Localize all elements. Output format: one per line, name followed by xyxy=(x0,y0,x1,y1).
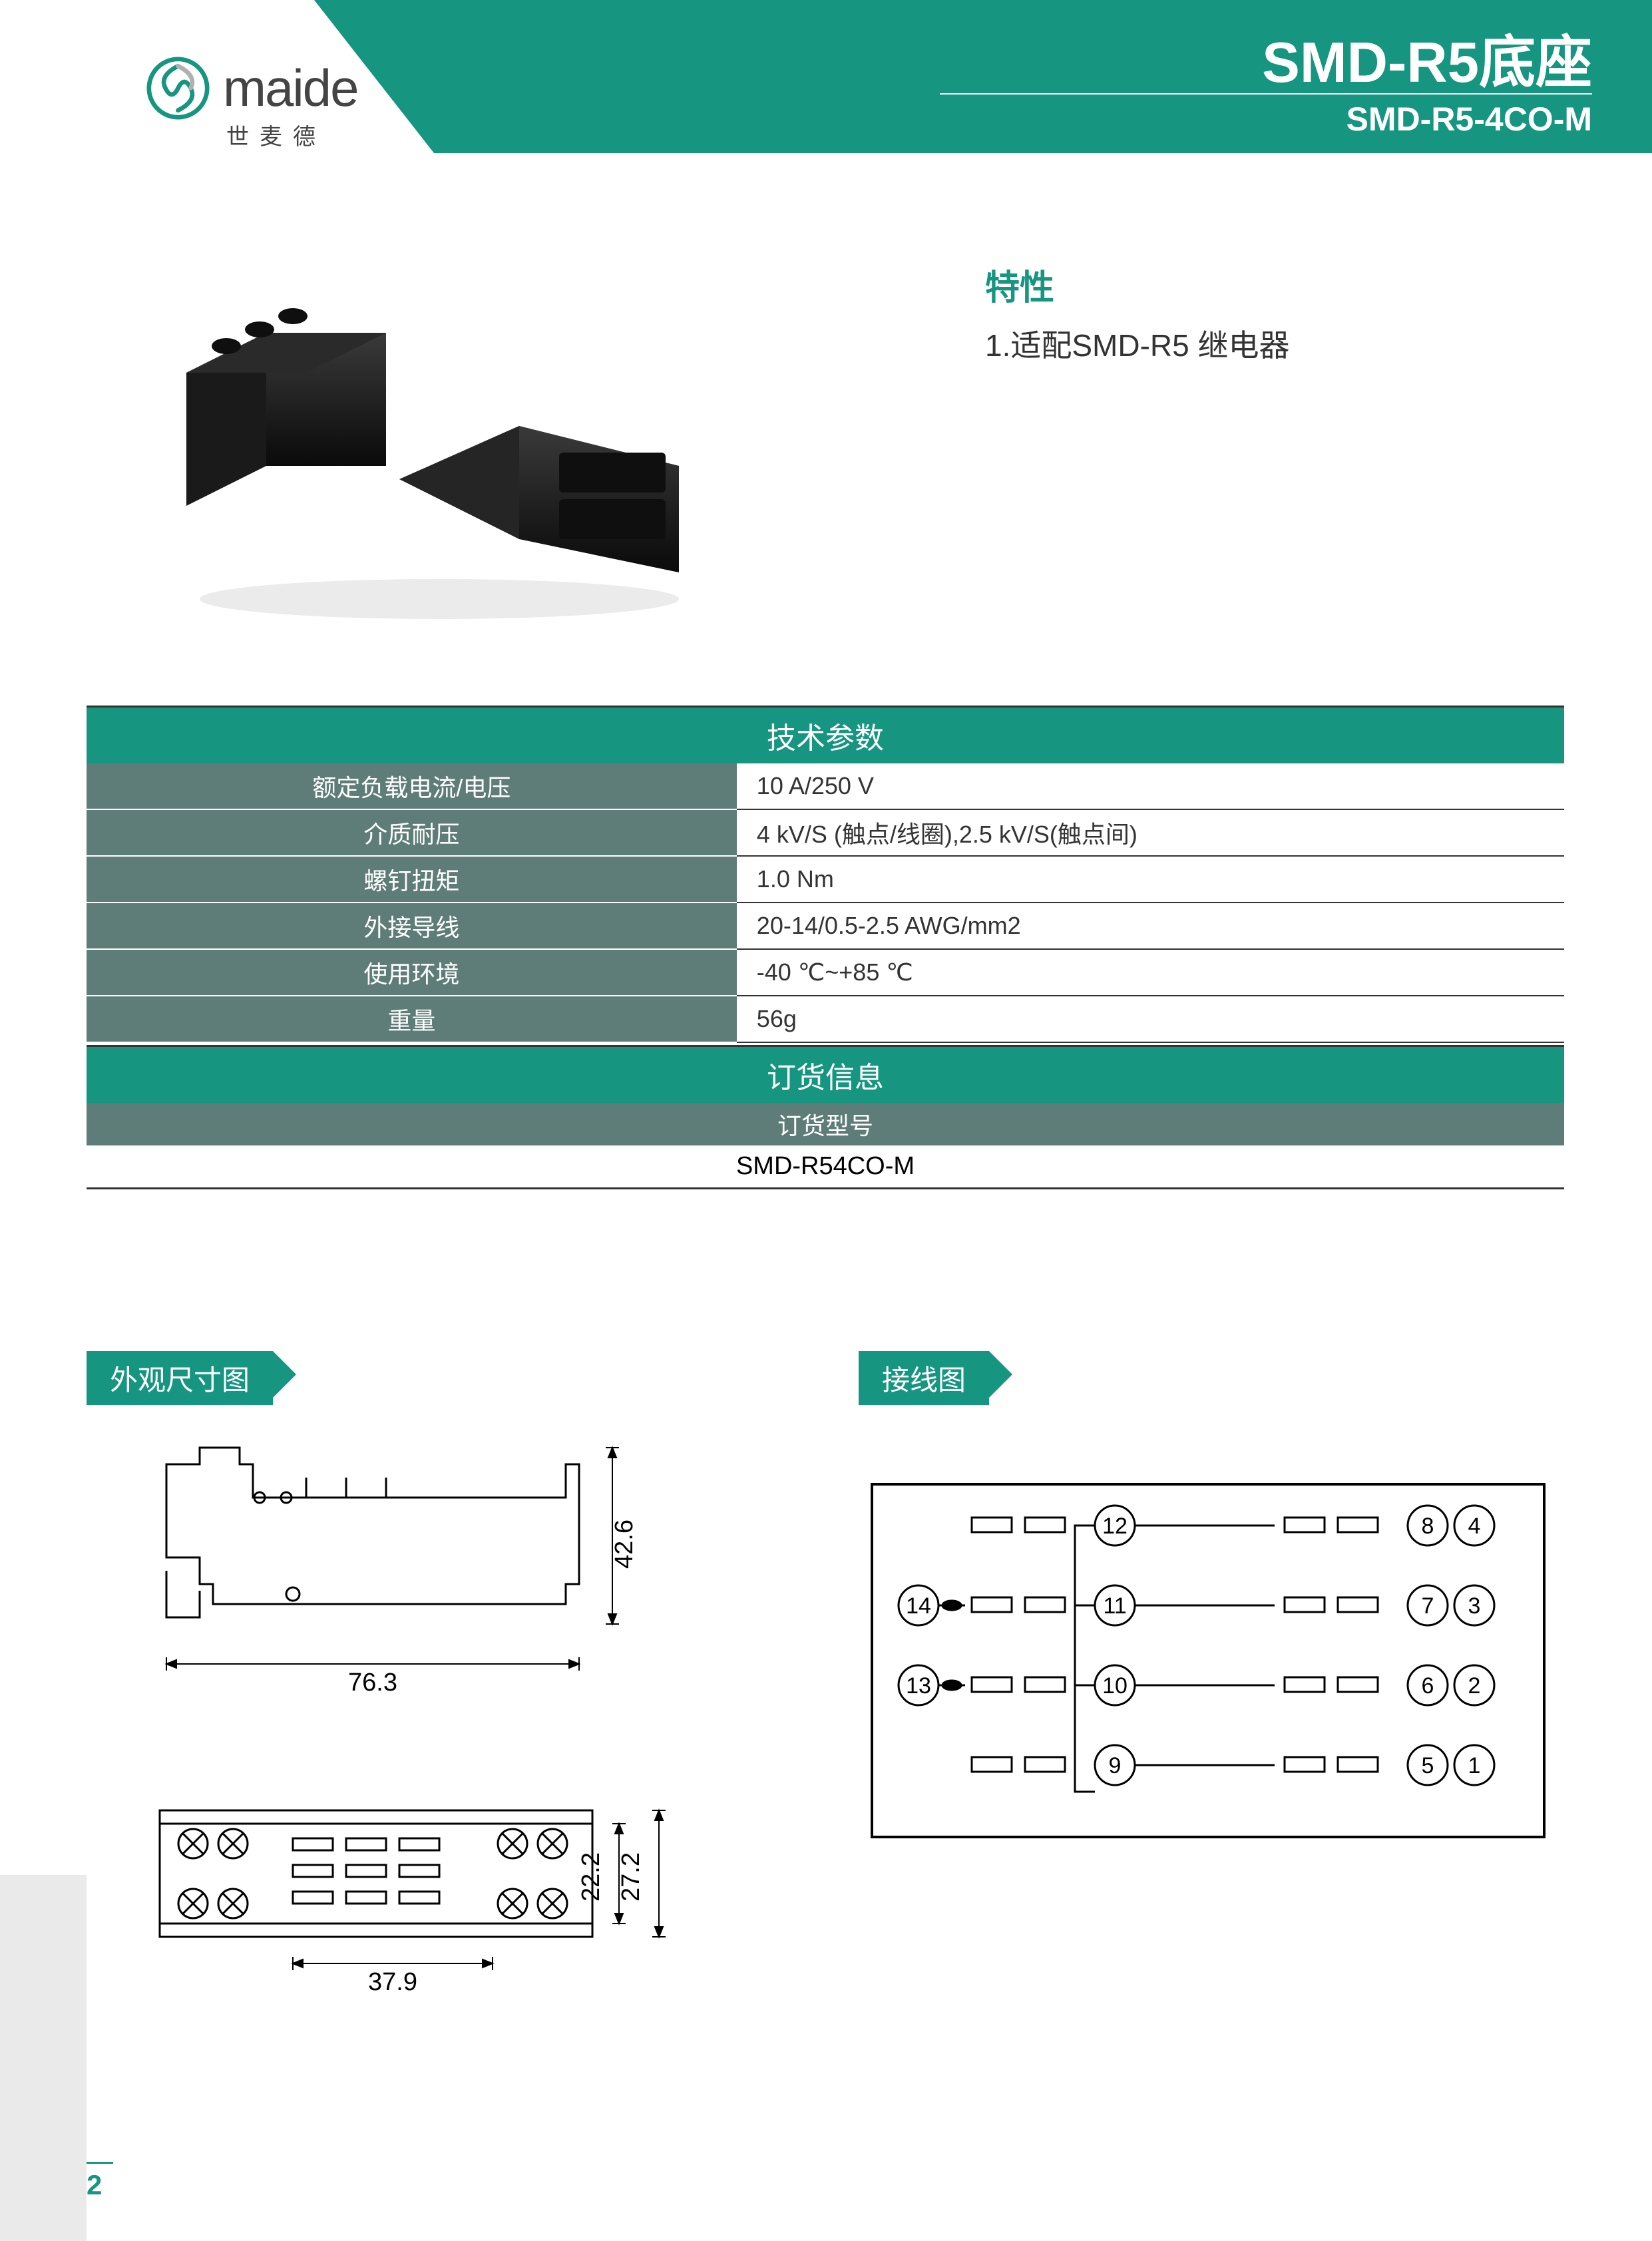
pin-9: 9 xyxy=(1109,1753,1122,1778)
logo-brand-cn: 世麦德 xyxy=(226,118,326,151)
logo-brand-en: maide xyxy=(223,58,357,118)
page-title: SMD-R5底座 xyxy=(1262,17,1592,99)
pin-6: 6 xyxy=(1422,1673,1434,1699)
page-number: 2 xyxy=(87,2162,113,2201)
order-value: SMD-R54CO-M xyxy=(87,1145,1564,1189)
features-title: 特性 xyxy=(985,260,1289,309)
footer-gray-band xyxy=(0,1875,87,2241)
pin-1: 1 xyxy=(1468,1753,1481,1778)
dim-h: 42.6 xyxy=(610,1520,638,1569)
spec-value: 56g xyxy=(737,996,1564,1042)
dimension-label-wrap: 外观尺寸图 xyxy=(87,1351,273,1405)
wiring-label-wrap: 接线图 xyxy=(859,1351,989,1405)
specs-table: 额定负载电流/电压10 A/250 V 介质耐压4 kV/S (触点/线圈),2… xyxy=(87,763,1564,1043)
spec-label: 重量 xyxy=(87,996,737,1042)
dim-d3: 22.2 xyxy=(577,1852,605,1902)
spec-value: -40 ℃~+85 ℃ xyxy=(737,949,1564,996)
pin-14: 14 xyxy=(906,1593,931,1619)
pin-2: 2 xyxy=(1468,1673,1481,1699)
features-block: 特性 1.适配SMD-R5 继电器 xyxy=(985,260,1289,365)
pin-5: 5 xyxy=(1422,1753,1434,1778)
logo: maide xyxy=(146,57,357,120)
header-teal-banner: SMD-R5底座 SMD-R5-4CO-M xyxy=(434,0,1652,153)
pin-12: 12 xyxy=(1102,1514,1128,1539)
dimension-drawing: 76.3 42.6 xyxy=(120,1438,719,2103)
spec-label: 外接导线 xyxy=(87,903,737,949)
page-subtitle: SMD-R5-4CO-M xyxy=(1346,100,1592,138)
order-sub: 订货型号 xyxy=(87,1103,1564,1145)
pin-3: 3 xyxy=(1468,1593,1481,1619)
spec-label: 使用环境 xyxy=(87,949,737,996)
pin-10: 10 xyxy=(1102,1673,1128,1699)
order-section: 订货信息 订货型号 SMD-R54CO-M xyxy=(87,1045,1564,1189)
pin-13: 13 xyxy=(906,1673,931,1699)
dim-d2: 27.2 xyxy=(617,1852,645,1902)
product-photo xyxy=(133,213,745,639)
wiring-diagram: 12 8 4 14 11 7 3 13 10 6 2 9 5 1 xyxy=(859,1471,1557,1937)
spec-label: 额定负载电流/电压 xyxy=(87,763,737,809)
pin-7: 7 xyxy=(1422,1593,1434,1619)
logo-s-icon xyxy=(146,57,210,120)
spec-label: 螺钉扭矩 xyxy=(87,856,737,903)
header-divider xyxy=(940,93,1592,95)
spec-value: 20-14/0.5-2.5 AWG/mm2 xyxy=(737,903,1564,949)
spec-value: 10 A/250 V xyxy=(737,763,1564,809)
dim-d1: 37.9 xyxy=(368,1968,417,1996)
wiring-label: 接线图 xyxy=(859,1351,989,1405)
dim-w: 76.3 xyxy=(348,1669,397,1697)
spec-label: 介质耐压 xyxy=(87,809,737,856)
pin-11: 11 xyxy=(1103,1593,1126,1619)
order-title: 订货信息 xyxy=(87,1045,1564,1103)
dimension-label: 外观尺寸图 xyxy=(87,1351,273,1405)
spec-value: 4 kV/S (触点/线圈),2.5 kV/S(触点间) xyxy=(737,809,1564,856)
spec-value: 1.0 Nm xyxy=(737,856,1564,903)
pin-8: 8 xyxy=(1422,1514,1434,1539)
specs-title: 技术参数 xyxy=(87,706,1564,763)
specs-section: 技术参数 额定负载电流/电压10 A/250 V 介质耐压4 kV/S (触点/… xyxy=(87,706,1564,1043)
feature-item: 1.适配SMD-R5 继电器 xyxy=(985,321,1289,365)
pin-4: 4 xyxy=(1468,1514,1481,1539)
